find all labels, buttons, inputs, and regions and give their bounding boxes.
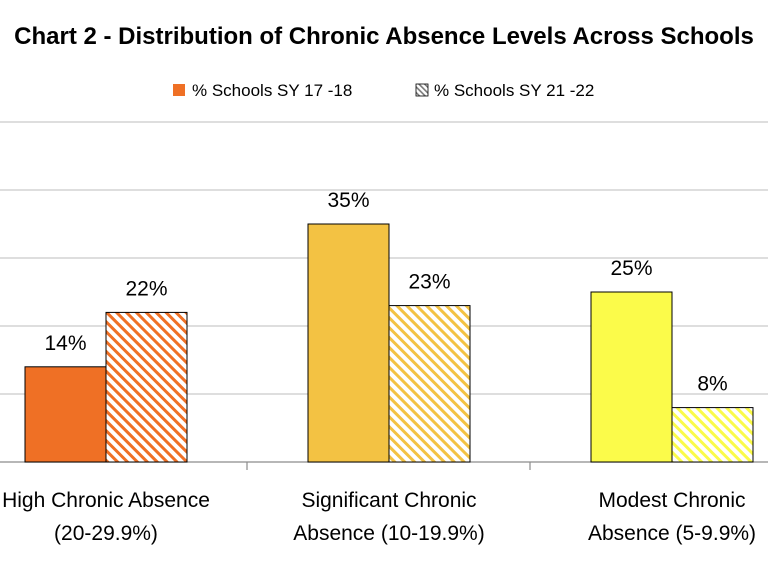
data-label: 22% xyxy=(125,277,167,300)
data-label: 25% xyxy=(610,257,652,280)
bar-sy21-22-cat2 xyxy=(388,305,471,463)
bar-sy17-18-cat2 xyxy=(307,223,390,463)
bar-sy17-18-cat3 xyxy=(590,291,673,463)
category-labels: High Chronic Absence (20-29.9%) Significan… xyxy=(2,489,756,545)
data-label: 14% xyxy=(44,332,86,355)
category-label: Modest Chronic xyxy=(598,489,745,512)
bar-sy21-22-cat1 xyxy=(105,311,188,463)
legend-label-sy17-18: % Schools SY 17 -18 xyxy=(192,81,352,100)
bar-sy17-18-cat1 xyxy=(24,366,107,463)
legend-swatch-sy21-22 xyxy=(415,83,429,97)
data-labels: 14% 22% 35% 23% 25% 8% xyxy=(44,189,727,396)
category-label: High Chronic Absence xyxy=(2,489,210,512)
legend: % Schools SY 17 -18 % Schools SY 21 -22 xyxy=(173,81,594,100)
category-label: Absence (10-19.9%) xyxy=(293,522,484,545)
bar-sy21-22-cat3 xyxy=(671,407,754,463)
legend-swatch-sy17-18 xyxy=(173,84,185,96)
data-label: 35% xyxy=(327,189,369,212)
legend-label-sy21-22: % Schools SY 21 -22 xyxy=(434,81,594,100)
category-label: Significant Chronic xyxy=(301,489,476,512)
category-label: Absence (5-9.9%) xyxy=(588,522,756,545)
category-label: (20-29.9%) xyxy=(54,522,158,545)
data-label: 8% xyxy=(697,373,727,396)
data-label: 23% xyxy=(408,271,450,294)
chart-title: Chart 2 - Distribution of Chronic Absenc… xyxy=(14,23,754,50)
bars xyxy=(24,223,754,463)
